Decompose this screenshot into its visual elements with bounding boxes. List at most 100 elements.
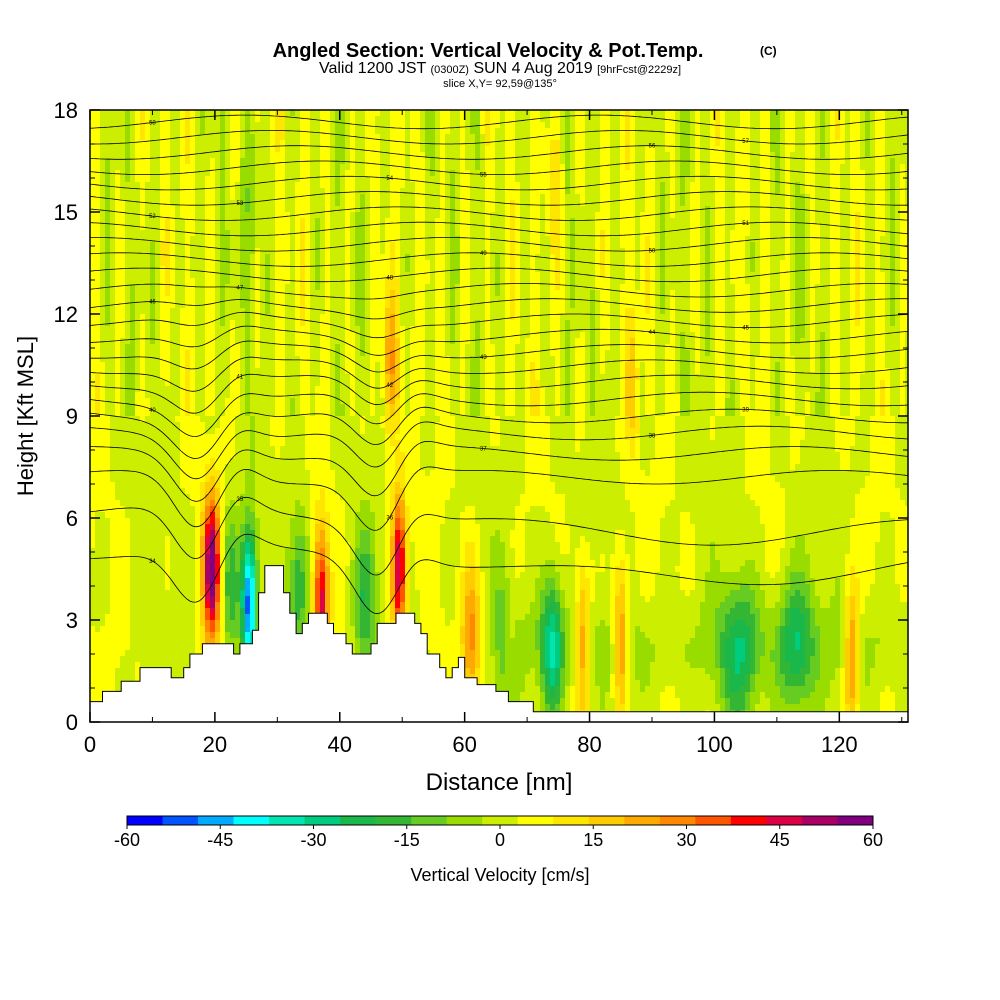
theta-contour-line [90,221,908,237]
terrain-mask [89,565,909,723]
colorbar-swatch [162,816,199,825]
theta-contour-label: 55 [480,172,487,178]
x-tick-label: 40 [328,732,352,757]
theta-contour-label: 58 [149,121,156,127]
theta-contour-line [90,206,908,221]
colorbar-swatch [233,816,270,825]
theta-contour-line [90,283,908,300]
theta-contour-label: 37 [480,446,487,452]
colorbar-swatch [446,816,483,825]
theta-contour-line [90,267,908,283]
colorbar-tick-label: 0 [495,830,505,850]
theta-contour-line [90,391,908,438]
chart-subtitle: Valid 1200 JST (0300Z) SUN 4 Aug 2019 [9… [319,60,681,77]
theta-contour-label: 40 [149,408,156,414]
colorbar-tick-label: -15 [394,830,420,850]
colorbar-swatch [517,816,554,825]
theta-contour-line [90,356,908,392]
theta-contour-line [90,237,908,252]
colorbar-swatch [837,816,874,825]
theta-contour-label: 45 [742,326,749,332]
x-tick-label: 20 [203,732,227,757]
theta-contour-line [90,114,908,130]
theta-contour-label: 35 [237,497,244,503]
y-tick-label: 0 [66,710,78,735]
theta-contour-line [90,175,908,191]
theta-contour-line [90,440,908,502]
theta-contour-label: 48 [386,275,393,281]
colorbar-tick-label: 30 [676,830,696,850]
theta-contour-label: 43 [480,355,487,361]
theta-contour-line [90,298,908,320]
colorbar-swatch [340,816,377,825]
y-tick-label: 12 [54,302,78,327]
theta-contour-label: 57 [742,139,749,145]
theta-contour-line [90,191,908,206]
colorbar-swatch [659,816,696,825]
colorbar-tick-label: 15 [583,830,603,850]
colorbar-swatch [375,816,412,825]
colorbar-swatch [695,816,732,825]
colorbar-swatch [269,816,306,825]
colorbar-swatch [766,816,803,825]
theta-contour-line [90,496,908,576]
colorbar-swatch [730,816,767,825]
theta-contour-line [90,373,908,414]
theta-contour-label: 38 [649,433,656,439]
x-tick-label: 80 [577,732,601,757]
theta-contour-line [90,145,908,160]
y-axis-label: Height [Kft MSL] [13,336,38,496]
x-tick-label: 120 [821,732,858,757]
theta-contour-label: 49 [480,251,487,257]
theta-contour-label: 39 [742,407,749,413]
colorbar-tick-label: -60 [114,830,140,850]
y-tick-label: 15 [54,200,78,225]
colorbar [126,815,874,826]
y-tick-label: 6 [66,506,78,531]
theta-contours [90,114,908,615]
chart-title: Angled Section: Vertical Velocity & Pot.… [273,40,704,62]
theta-contour-line [90,252,908,267]
colorbar-tick-label: 60 [863,830,883,850]
colorbar-swatch [624,816,661,825]
x-axis-label: Distance [nm] [426,769,573,796]
theta-contour-line [90,466,908,531]
theta-contour-label: 51 [742,221,749,227]
colorbar-swatch [198,816,234,825]
theta-contour-line [90,421,908,480]
theta-contour-label: 47 [237,285,244,291]
theta-contour-line [90,130,908,145]
colorbar-swatch [801,816,838,825]
y-tick-label: 3 [66,608,78,633]
theta-contour-line [90,160,908,175]
x-tick-label: 60 [452,732,476,757]
colorbar-tick-label: -30 [300,830,326,850]
theta-contour-line [90,325,908,356]
theta-contour-line [90,340,908,373]
theta-contour-line [90,311,908,339]
colorbar-swatch [127,816,163,825]
slice-label: slice X,Y= 92,59@135° [443,78,557,90]
velocity-field [90,110,908,722]
theta-contour-label: 50 [649,248,656,254]
theta-contour-label: 44 [649,330,656,336]
theta-contour-line [90,533,908,615]
colorbar-label: Vertical Velocity [cm/s] [410,865,589,885]
colorbar-swatch [411,816,448,825]
theta-contour-label: 42 [386,383,393,389]
title-mark: (C) [760,44,777,58]
x-tick-label: 100 [696,732,733,757]
y-tick-label: 18 [54,98,78,123]
theta-contour-label: 34 [149,559,156,565]
y-tick-label: 9 [66,404,78,429]
theta-contour-label: 46 [149,300,156,306]
theta-contour-line [90,406,908,459]
colorbar-tick-label: -45 [207,830,233,850]
theta-contour-label: 36 [386,515,393,521]
x-axis-ticks: 0 20 40 60 80 100 120 [84,110,903,757]
theta-contour-label: 54 [386,176,393,182]
colorbar-swatch [553,816,590,825]
colorbar-swatch [588,816,625,825]
colorbar-swatch [482,816,519,825]
